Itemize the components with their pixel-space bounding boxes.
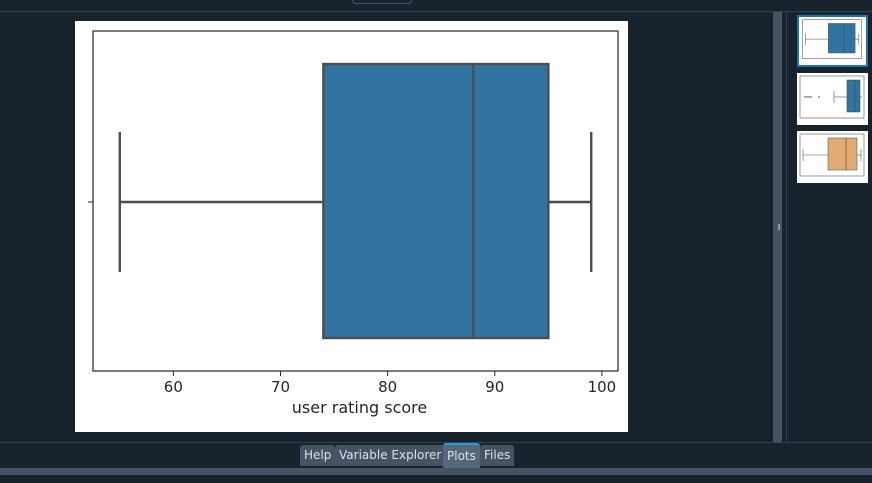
top-tab-stub[interactable] [352, 0, 412, 4]
x-tick-label: 100 [588, 378, 617, 396]
plot-figure: 60 70 80 90 100 user rating score [75, 21, 628, 432]
tab-help[interactable]: Help [300, 445, 336, 466]
status-bar [0, 468, 872, 475]
box-iqr [322, 62, 550, 340]
thumb-box [828, 23, 856, 54]
x-axis-label: user rating score [292, 398, 427, 417]
thumbnail-boxplot-icon [802, 19, 862, 59]
tab-files[interactable]: Files [480, 445, 515, 466]
axes-frame [92, 30, 619, 372]
pane-splitter[interactable] [782, 12, 786, 442]
x-tick-label: 60 [164, 378, 183, 396]
thumbnail-boxplot-icon [799, 75, 865, 119]
plot-thumbnail-2[interactable] [797, 73, 868, 125]
tab-variable-explorer[interactable]: Variable Explorer [335, 445, 446, 466]
thumb-box [827, 137, 858, 171]
x-tick-label: 90 [485, 378, 504, 396]
splitter-handle-icon[interactable] [778, 224, 780, 230]
plot-thumbnail-3[interactable] [797, 131, 868, 183]
bottom-strip [0, 475, 872, 483]
x-tick-label: 80 [378, 378, 397, 396]
thumb-box [846, 79, 861, 113]
plot-pane-scrollbar[interactable] [773, 12, 782, 442]
thumbnail-boxplot-icon [799, 133, 865, 177]
tab-plots[interactable]: Plots [443, 443, 480, 468]
top-strip [0, 0, 872, 12]
x-tick-label: 70 [271, 378, 290, 396]
plot-thumbnail-1[interactable] [797, 15, 868, 67]
boxplot-chart: 60 70 80 90 100 user rating score [88, 30, 619, 417]
